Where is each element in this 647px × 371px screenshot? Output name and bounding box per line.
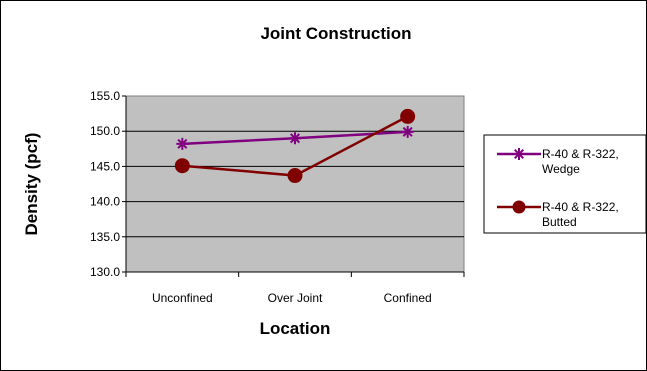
x-tick-label: Confined	[384, 291, 432, 305]
x-tick-label: Unconfined	[152, 291, 213, 305]
legend-box	[483, 134, 647, 234]
x-axis-title: Location	[260, 319, 331, 338]
data-point-star	[401, 125, 414, 138]
data-point-circle	[400, 108, 416, 124]
data-point-circle	[174, 158, 190, 174]
y-tick-label: 155.0	[90, 89, 120, 103]
x-tick-label: Over Joint	[268, 291, 323, 305]
x-axis-ticks: Unconfined Over Joint Confined	[125, 96, 465, 305]
y-axis-ticks: 130.0 135.0 140.0 145.0 150.0 155.0	[90, 89, 126, 279]
data-point-circle	[287, 168, 303, 184]
legend-label: Wedge	[542, 162, 580, 176]
data-point-star	[176, 137, 189, 150]
chart-title: Joint Construction	[260, 24, 411, 43]
data-point-star	[289, 132, 301, 145]
y-tick-label: 145.0	[90, 159, 120, 173]
y-tick-label: 130.0	[90, 265, 120, 279]
legend-marker-star	[513, 148, 525, 160]
plot-area	[125, 95, 465, 273]
y-axis-title: Density (pcf)	[22, 133, 41, 236]
y-tick-label: 150.0	[90, 124, 120, 138]
legend-label: R-40 & R-322,	[542, 200, 619, 214]
y-tick-label: 140.0	[90, 195, 120, 209]
series-layer	[174, 108, 416, 184]
legend-marker-circle	[512, 200, 526, 214]
legend-label: Butted	[542, 215, 577, 229]
y-tick-label: 135.0	[90, 230, 120, 244]
legend-label: R-40 & R-322,	[542, 147, 619, 161]
